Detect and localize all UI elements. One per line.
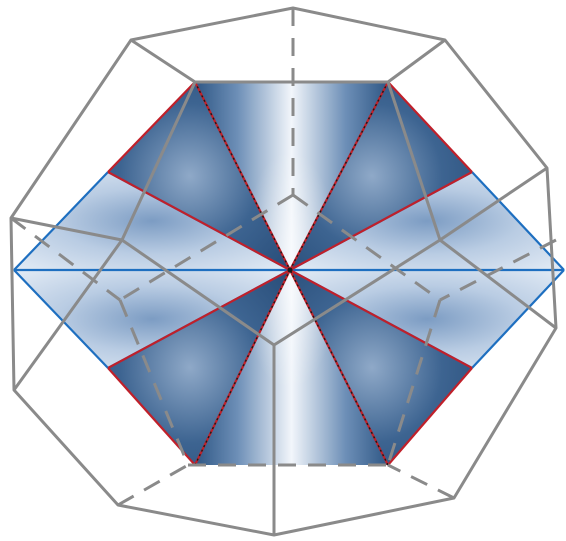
- front-edge: [273, 238, 441, 347]
- front-edge: [130, 38, 446, 84]
- hidden-edge: [10, 216, 121, 302]
- red-edge: [107, 81, 196, 173]
- hidden-edge: [439, 238, 557, 302]
- front-edge: [12, 239, 124, 391]
- front-edge: [10, 216, 123, 242]
- red-edge: [289, 269, 473, 369]
- red-edge: [289, 171, 473, 271]
- dark-triangle-lower-left: [108, 270, 290, 465]
- front-edge: [439, 166, 548, 242]
- dark-triangle-lower-right: [290, 270, 472, 465]
- dotted-edges: [194, 81, 389, 466]
- light-triangle-right-upper: [290, 172, 564, 270]
- red-edge: [387, 81, 473, 173]
- blue-edge: [13, 171, 109, 271]
- hidden-edge: [117, 463, 189, 507]
- hidden-edge: [387, 463, 455, 500]
- dark-triangle-upper-left: [108, 82, 290, 270]
- dotted-edge: [194, 269, 291, 466]
- dotted-edge: [289, 269, 389, 466]
- dotted-edge: [194, 81, 291, 271]
- front-edge: [120, 81, 197, 241]
- hidden-edge: [292, 193, 441, 302]
- light-triangle-right-lower: [290, 270, 564, 368]
- center-vertex: [287, 267, 293, 273]
- light-triangle-left-upper: [14, 172, 290, 270]
- dotted-edge: [289, 81, 389, 271]
- dark-triangle-upper-right: [290, 82, 472, 270]
- front-edge: [386, 81, 442, 241]
- shaded-regions: [14, 82, 564, 465]
- red-edge: [387, 367, 473, 466]
- red-edge: [107, 269, 291, 369]
- hidden-edges: [10, 8, 557, 507]
- hidden-edge: [119, 193, 294, 302]
- front-edge: [439, 238, 557, 330]
- blue-edge: [471, 171, 565, 271]
- blue-edge: [13, 269, 109, 369]
- red-edge: [107, 171, 291, 271]
- blue-edge: [471, 269, 565, 369]
- front-edge: [121, 238, 275, 347]
